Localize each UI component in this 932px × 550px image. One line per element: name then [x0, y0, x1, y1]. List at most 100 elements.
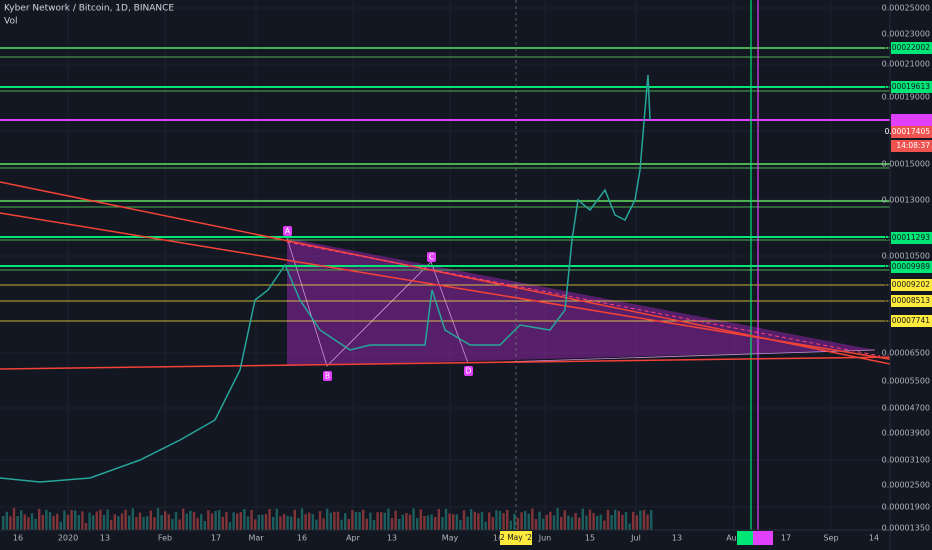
price-tag-box	[891, 232, 932, 244]
price-tag: 0.00011293	[885, 233, 931, 242]
volume-bar	[153, 517, 156, 530]
volume-bar	[275, 508, 278, 530]
price-label: 0.00001900	[882, 503, 930, 512]
volume-bar	[362, 509, 365, 530]
volume-bar	[488, 512, 491, 530]
volume-bar	[66, 514, 70, 530]
volume-bar	[354, 511, 358, 530]
price-tag-box	[891, 295, 932, 307]
volume-bar	[200, 514, 203, 530]
volume-bar	[426, 515, 430, 530]
price-label: 0.00003100	[882, 456, 930, 465]
volume-bar	[311, 514, 314, 530]
volume-bar	[99, 509, 102, 530]
volume-bar	[380, 512, 383, 530]
price-label: 0.00019000	[882, 93, 930, 102]
volume-bar	[30, 513, 34, 530]
volume-bar	[74, 510, 77, 530]
volume-bar	[48, 512, 52, 530]
volume-bar	[578, 517, 581, 530]
price-tag: 0.00022002	[885, 43, 931, 52]
volume-bar	[574, 513, 577, 530]
volume-bar	[513, 513, 516, 530]
volume-bar	[70, 510, 73, 530]
volume-bar	[38, 508, 41, 530]
volume-bar	[531, 508, 534, 530]
price-label: 0.00025000	[882, 4, 930, 13]
volume-bar	[459, 519, 462, 530]
volume-bar	[614, 509, 617, 530]
volume-bar	[120, 513, 124, 530]
volume-bar	[560, 516, 563, 530]
volume-bar	[477, 513, 480, 530]
price-tag: 14:08:37	[896, 141, 930, 150]
volume-bar	[570, 517, 574, 530]
volume-bar	[63, 510, 66, 530]
price-tag-box	[891, 315, 932, 327]
volume-bar	[135, 517, 138, 530]
volume-bar	[243, 508, 246, 530]
volume-bar	[592, 513, 595, 530]
point-label: B	[325, 372, 330, 381]
time-label: Jul	[630, 534, 641, 543]
volume-bar	[556, 508, 559, 530]
time-label: Jun	[538, 534, 552, 543]
price-label: 0.00004700	[882, 404, 930, 413]
volume-bar	[542, 518, 545, 530]
time-label: 14	[869, 534, 879, 543]
price-label: 0.00003900	[882, 429, 930, 438]
volume-bar	[210, 513, 214, 530]
time-label: 17	[211, 534, 221, 543]
volume-bar	[9, 516, 12, 530]
price-labels: 0.00025000 0.00023000 0.00021000 0.00019000…	[882, 4, 930, 533]
volume-bar	[408, 514, 412, 530]
volume-bar	[315, 519, 318, 530]
volume-bar	[192, 511, 196, 530]
volume-bar	[394, 510, 397, 530]
price-tag: 0.00009989	[885, 262, 931, 271]
pattern-labels: A B C D	[283, 226, 473, 381]
volume-bar	[430, 514, 433, 530]
time-labels: 16 2020 13 Feb 17 Mar 16 Apr 13 May 18 Jun 15 Jul 13 Au…	[13, 534, 879, 543]
volume-bar	[113, 514, 116, 530]
price-label: 0.00010500	[882, 252, 930, 261]
volume-bar	[588, 509, 592, 530]
volume-bar	[167, 514, 170, 530]
volume-bar	[308, 512, 311, 530]
volume-bar	[416, 517, 419, 530]
volume-bar	[351, 510, 354, 530]
volume-bar	[34, 518, 37, 530]
volume-bar	[509, 520, 512, 530]
volume-bar	[228, 522, 232, 530]
volume-bar	[545, 514, 548, 530]
volume-bar	[264, 513, 268, 530]
price-tag-box	[891, 140, 932, 152]
volume-bar	[617, 511, 620, 530]
volume-bar	[369, 512, 372, 530]
volume-bar	[239, 512, 242, 530]
volume-bar	[27, 517, 30, 530]
volume-bar	[41, 514, 44, 530]
volume-bar	[340, 519, 343, 530]
point-label: D	[466, 367, 472, 376]
volume-bar	[624, 512, 628, 530]
volume-bar	[498, 510, 502, 530]
volume-bar	[196, 517, 199, 530]
volume-bar	[164, 511, 167, 530]
time-label: Aug	[726, 534, 742, 543]
volume-bar	[329, 512, 332, 530]
volume-bar	[156, 508, 160, 530]
volume-bar	[642, 510, 646, 530]
price-label: 0.00013000	[882, 196, 930, 205]
volume-bar	[106, 509, 109, 530]
volume-bar	[520, 512, 523, 530]
volume-bar	[567, 515, 570, 530]
price-tag: 0.00008513	[885, 296, 931, 305]
volume-bar	[128, 515, 131, 530]
volume-bar	[455, 514, 458, 530]
volume-bar	[214, 510, 217, 530]
volume-bar	[225, 511, 228, 530]
indicator-label: Vol	[4, 17, 17, 27]
volume-bar	[286, 515, 289, 530]
volume-bar	[491, 517, 494, 530]
